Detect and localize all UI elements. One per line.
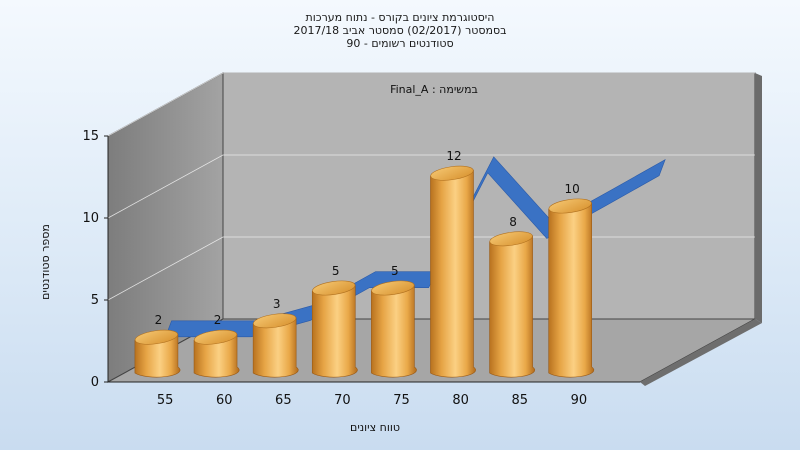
- bar-75: [371, 280, 417, 378]
- bar-value-label-55: 2: [155, 313, 163, 327]
- back-wall: [222, 72, 756, 320]
- y-tick-label-0: 0: [91, 375, 99, 390]
- bar-top-55: [134, 329, 179, 345]
- bar-body-90: [548, 202, 595, 378]
- chart-title-line-1: היסטוגרמת ציונים בקורס - נתוח מערכות: [305, 11, 495, 24]
- bar-top-75: [371, 280, 415, 296]
- x-tick-label-85: 85: [512, 393, 529, 408]
- bar-value-label-70: 5: [332, 264, 340, 278]
- x-tick-label-75: 75: [393, 393, 410, 408]
- bar-80: [430, 165, 476, 378]
- x-tick-label-70: 70: [334, 393, 351, 408]
- bar-70: [311, 280, 358, 378]
- bar-top-70: [312, 280, 356, 296]
- bar-value-label-75: 5: [391, 264, 399, 278]
- bar-top-90: [548, 198, 592, 214]
- chart-annotation: במשימה : Final_A: [390, 83, 478, 96]
- bar-90: [548, 198, 595, 378]
- bar-60: [193, 329, 240, 378]
- x-tick-label-65: 65: [275, 393, 292, 408]
- x-tick-label-90: 90: [571, 393, 588, 408]
- y-tick-label-1: 5: [91, 293, 99, 308]
- bar-value-label-60: 2: [214, 313, 222, 327]
- wall-shadow: [755, 73, 762, 323]
- bar-top-65: [253, 313, 297, 329]
- bar-55: [134, 329, 181, 378]
- chart-title: היסטוגרמת ציונים בקורס - נתוח מערכות בסמ…: [0, 11, 800, 50]
- bar-85: [489, 231, 536, 378]
- bar-65: [252, 313, 299, 378]
- y-tick-label-2: 10: [82, 211, 99, 226]
- gridline-3: [107, 72, 755, 137]
- bar-body-55: [134, 333, 181, 378]
- y-tick-label-3: 15: [82, 129, 99, 144]
- bar-top-60: [193, 329, 238, 345]
- bar-body-65: [252, 317, 299, 378]
- x-tick-label-55: 55: [157, 393, 174, 408]
- bar-value-label-65: 3: [273, 297, 281, 311]
- bar-body-80: [430, 169, 476, 378]
- bar-value-label-80: 12: [446, 149, 461, 163]
- bar-value-label-85: 8: [509, 215, 517, 229]
- x-tick-label-60: 60: [216, 393, 233, 408]
- x-tick-label-80: 80: [452, 393, 469, 408]
- bar-top-85: [489, 231, 533, 247]
- bar-body-85: [489, 235, 536, 378]
- chart-title-line-3: סטודנטים רשומים - 90: [346, 37, 454, 50]
- bar-body-60: [193, 333, 240, 378]
- bar-value-label-90: 10: [565, 182, 580, 196]
- bar-body-75: [371, 284, 417, 378]
- x-axis-title: טווח ציונים: [350, 421, 400, 434]
- bar-body-70: [311, 284, 358, 378]
- gridline-2: [107, 154, 755, 219]
- floor-shadow: [640, 319, 762, 386]
- y-axis-title: מספר סטודנטים: [39, 224, 52, 300]
- chart-title-line-2: בסמסטר (02/2017) סמסטר אביב 2017/18: [293, 24, 507, 37]
- bar-top-80: [430, 165, 474, 181]
